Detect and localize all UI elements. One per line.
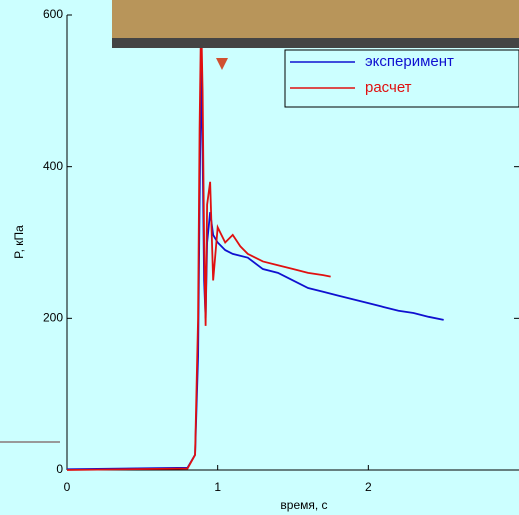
page: {"chart_data": {"type": "line", "xlabel"… [0, 0, 519, 515]
photo-edge [112, 38, 519, 48]
y-tick-label: 600 [43, 7, 63, 21]
legend-text: расчет [365, 79, 412, 96]
x-tick-label: 2 [365, 480, 372, 494]
legend-text: эксперимент [365, 53, 454, 70]
x-tick-label: 1 [214, 480, 221, 494]
y-tick-label: 200 [43, 311, 63, 325]
x-tick-label: 0 [64, 480, 71, 494]
chart: 0 200 400 600 0 1 2 время, с P, кПа эксперимен… [0, 0, 519, 515]
x-axis-label: время, с [280, 498, 327, 512]
y-tick-label: 0 [56, 462, 63, 476]
y-axis-label: P, кПа [12, 225, 26, 259]
y-tick-label: 400 [43, 159, 63, 173]
